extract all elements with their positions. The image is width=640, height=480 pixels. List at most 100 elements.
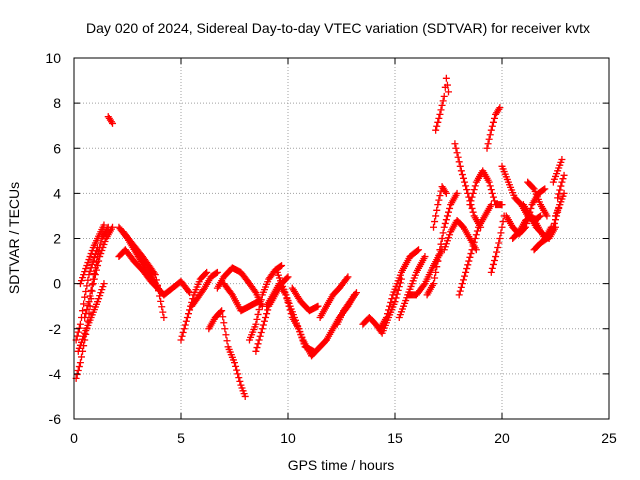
interp-point <box>98 286 106 294</box>
interp-point <box>77 353 85 361</box>
interp-point <box>385 306 393 314</box>
interp-point <box>221 325 229 333</box>
interp-point <box>91 264 99 272</box>
interp-point <box>433 122 441 130</box>
interp-point <box>488 264 496 272</box>
interp-point <box>461 178 469 186</box>
interp-point <box>461 272 469 280</box>
data-point <box>76 320 84 328</box>
data-point <box>278 262 286 270</box>
data-point <box>541 185 549 193</box>
data-point <box>496 104 504 112</box>
data-point <box>218 307 226 315</box>
series-t42 <box>530 201 564 254</box>
interp-point <box>469 208 477 216</box>
interp-point <box>433 263 441 271</box>
data-point <box>94 253 102 261</box>
interp-point <box>97 289 105 297</box>
data-point <box>554 194 562 202</box>
interp-point <box>394 286 402 294</box>
interp-point <box>83 282 91 290</box>
series-t26 <box>395 253 429 321</box>
data-point <box>492 253 500 261</box>
interp-point <box>437 106 445 114</box>
interp-point <box>463 265 471 273</box>
interp-point <box>529 184 537 192</box>
interp-point <box>81 268 89 276</box>
interp-point <box>467 197 475 205</box>
interp-point <box>446 231 454 239</box>
interp-point <box>80 271 88 279</box>
interp-point <box>540 186 548 194</box>
series-t3 <box>74 280 108 355</box>
series-t12 <box>188 268 221 310</box>
interp-point <box>468 204 476 212</box>
interp-point <box>253 344 261 352</box>
series-t36 <box>483 104 504 152</box>
interp-point <box>84 302 92 310</box>
x-tick-label: 10 <box>280 430 296 446</box>
interp-point <box>101 238 109 246</box>
interp-point <box>384 310 392 318</box>
interp-point <box>155 287 163 295</box>
interp-point <box>443 237 451 245</box>
chart-title: Day 020 of 2024, Sidereal Day-to-day VTE… <box>86 20 590 36</box>
x-tick-label: 0 <box>70 430 78 446</box>
interp-point <box>452 144 460 152</box>
interp-point <box>263 310 271 318</box>
interp-point <box>471 182 479 190</box>
interp-point <box>493 248 501 256</box>
interp-point <box>212 269 220 277</box>
interp-point <box>463 186 471 194</box>
interp-point <box>386 302 394 310</box>
interp-point <box>433 206 441 214</box>
data-point <box>462 268 470 276</box>
interp-point <box>74 328 82 336</box>
series-t29 <box>430 183 450 231</box>
interp-point <box>75 344 83 352</box>
interp-point <box>82 310 90 318</box>
x-tick-label: 20 <box>494 430 510 446</box>
interp-point <box>442 216 450 224</box>
data-point <box>430 280 438 288</box>
interp-point <box>484 140 492 148</box>
interp-point <box>88 281 96 289</box>
interp-point <box>99 283 107 291</box>
interp-point <box>489 118 497 126</box>
interp-point <box>469 242 477 250</box>
x-axis-label: GPS time / hours <box>288 457 395 473</box>
interp-point <box>80 332 88 340</box>
data-point <box>89 275 97 283</box>
interp-point <box>458 171 466 179</box>
interp-point <box>467 250 475 258</box>
series-t46 <box>554 171 568 202</box>
interp-point <box>550 219 558 227</box>
series-t13 <box>205 307 249 400</box>
interp-point <box>80 300 88 308</box>
series-t18 <box>263 280 318 355</box>
interp-point <box>443 212 451 220</box>
interp-point <box>73 370 81 378</box>
data-point <box>85 298 93 306</box>
data-point <box>457 167 465 175</box>
series-t25 <box>376 246 423 333</box>
data-point <box>440 223 448 231</box>
series-t20 <box>288 284 322 315</box>
interp-point <box>262 313 270 321</box>
interp-point <box>438 101 446 109</box>
interp-point <box>435 196 443 204</box>
x-tick-label: 15 <box>387 430 403 446</box>
data-point <box>421 253 429 261</box>
interp-point <box>462 182 470 190</box>
series-t15 <box>220 280 262 315</box>
grid-lines <box>74 58 609 419</box>
interp-point <box>432 268 440 276</box>
interp-point <box>88 247 96 255</box>
plot-marks <box>72 74 568 400</box>
interp-point <box>495 239 503 247</box>
interp-point <box>255 306 263 314</box>
x-tick-label: 5 <box>177 430 185 446</box>
interp-point <box>446 204 454 212</box>
data-point <box>183 313 191 321</box>
data-point <box>496 235 504 242</box>
